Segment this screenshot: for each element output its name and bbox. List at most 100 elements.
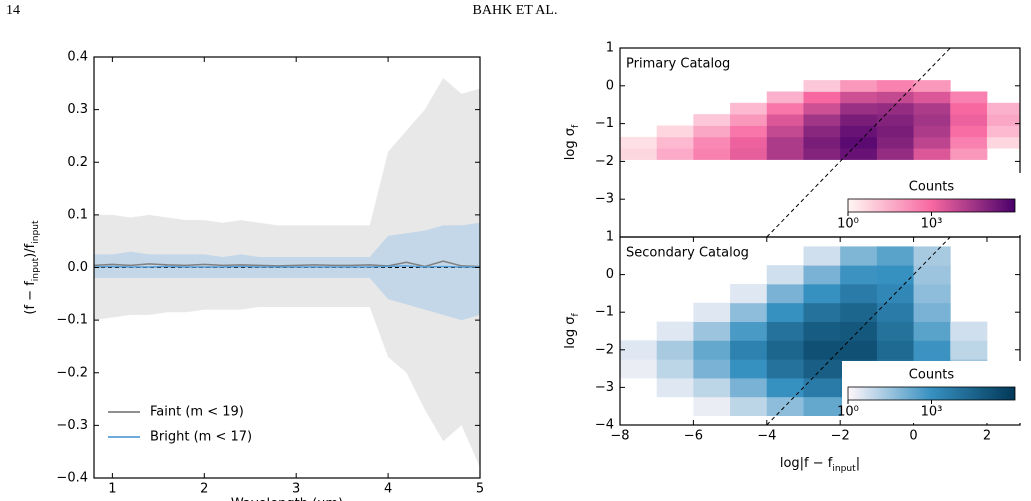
hexbin-cell [950,125,988,138]
y-axis-label: log σf [563,124,581,160]
y-tick-label: −3 [595,192,614,207]
hexbin-cell [876,246,914,266]
y-axis-label-part: )/f [23,243,38,257]
x-tick-label: 2 [983,429,991,444]
hexbin-cell [840,284,878,304]
hexbin-cell [693,359,731,379]
y-tick-label: −1 [595,116,614,131]
y-axis-label-part: log σ [563,128,578,160]
hexbin-cell [840,246,878,266]
hexbin-cell [693,148,731,160]
hexbin-cell [803,102,841,115]
hexbin-cell [656,340,694,360]
hexbin-cell [693,125,731,138]
panel-annotation: Primary Catalog [626,57,730,72]
x-tick-label: 5 [476,482,484,497]
y-tick-label: −0.4 [56,471,88,486]
reference-line [766,48,951,237]
hexbin-cell [913,136,951,149]
hexbin-cell [840,125,878,138]
hexbin-cell [730,102,768,115]
hexbin-cell [876,102,914,115]
hexbin-cell [803,284,841,304]
hexbin-cell [693,396,731,416]
hexbin-cell [913,302,951,322]
hexbin-cell [986,125,1020,138]
hexbin-cell [766,148,804,160]
hexbin-cell [730,396,768,416]
legend-label: Bright (m < 17) [150,430,252,445]
hexbin-cell [730,340,768,360]
hexbin-cell [986,102,1020,115]
colorbar-tick-label: 10³ [921,217,943,232]
hexbin-cell [913,114,951,126]
x-tick-label: −6 [684,429,703,444]
hexbin-cell [803,125,841,138]
running-head: BAHK ET AL. [473,3,558,18]
hexbin-cell [840,302,878,322]
colorbar-tick-label: 10³ [921,405,943,420]
y-tick-label: 0 [606,267,614,282]
hexbin-cell [693,340,731,360]
hexbin-cell [950,102,988,115]
hexbin-cell [876,114,914,126]
plot-area [620,48,1020,237]
hexbin-cell [620,148,658,160]
hexbin-cell [913,102,951,115]
hexbin-cell [730,125,768,138]
hexbin-cell [840,102,878,115]
hexbin-cell [840,136,878,149]
hexbin-cell [693,302,731,322]
y-tick-label: −0.3 [56,418,88,433]
hexbin-cell [913,340,951,360]
hexbin-cell [986,136,1020,149]
colorbar [847,198,1016,213]
y-tick-label: 0 [606,78,614,93]
hexbin-cell [876,302,914,322]
hexbin-cell [620,359,658,379]
y-tick-label: −0.2 [56,365,88,380]
hexbin-cell [950,136,988,149]
y-tick-label: 0.3 [67,102,88,117]
hexbin-cell [803,136,841,149]
hexbin-cell [913,265,951,285]
hexbin-cell [840,91,878,104]
x-tick-label: 3 [292,482,300,497]
x-tick-label: 4 [384,482,392,497]
hexbin-cell [693,136,731,149]
plot-area [94,78,480,468]
x-axis-label-sub: input [832,464,856,474]
y-tick-label: 0.2 [67,155,88,170]
y-axis-label-part: (f − f [23,281,38,315]
hexbin-cell [876,148,914,160]
hexbin-cell [913,246,951,266]
hexbin-cell [840,148,878,160]
hexbin-cell [766,321,804,341]
hexbin-cell [766,378,804,398]
hexbin-cell [913,284,951,304]
y-tick-label: 0.4 [67,50,88,65]
hexbin-cell [876,91,914,104]
x-tick-label: 0 [909,429,917,444]
hexbin-cell [766,91,804,104]
x-axis-label: log|f − finput| [780,456,860,474]
hexbin-cell [803,246,841,266]
hexbin-cell [803,80,841,92]
hexbin-cell [766,136,804,149]
hexbin-cell [950,321,988,341]
hexbin-cell [766,265,804,285]
colorbar-label: Counts [909,180,955,195]
y-axis-label: (f − finput)/finput [23,220,41,315]
hexbin-cell [840,80,878,92]
hexbin-cell [950,114,988,126]
hexbin-cell [840,114,878,126]
hexbin-cell [876,136,914,149]
hexbin-cell [656,125,694,138]
page-number: 14 [6,3,20,18]
hexbin-cell [656,359,694,379]
hexbin-cell [803,396,841,416]
hexbin-cell [766,302,804,322]
hexbin-cell [766,396,804,416]
